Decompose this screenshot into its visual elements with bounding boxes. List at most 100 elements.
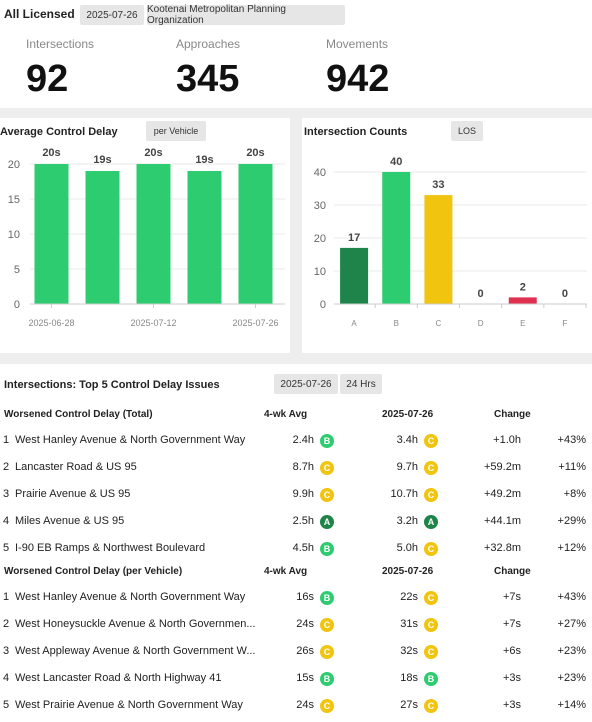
los-badge: C bbox=[424, 618, 438, 632]
count-bar-label: 0 bbox=[478, 288, 484, 300]
avg-value: 2.4h bbox=[292, 434, 314, 446]
y-tick-label: 5 bbox=[14, 264, 20, 276]
issue-row[interactable]: 4 West Lancaster Road & North Highway 41 1… bbox=[0, 666, 592, 693]
kpi-movements-label: Movements bbox=[326, 37, 389, 51]
change-value: +3s bbox=[502, 672, 521, 684]
y-tick-label: 30 bbox=[314, 200, 326, 212]
y-tick-label: 0 bbox=[14, 299, 20, 311]
avg-value: 24s bbox=[296, 618, 314, 630]
issue-row[interactable]: 2 Lancaster Road & US 95 8.7h C 9.7h C +59.2m +… bbox=[0, 455, 592, 482]
change-value: +1.0h bbox=[493, 434, 521, 446]
change-percent: +14% bbox=[557, 699, 586, 711]
count-bar-label: 2 bbox=[520, 281, 526, 293]
los-badge: C bbox=[424, 488, 438, 502]
col-date: 2025-07-26 bbox=[382, 566, 434, 577]
issue-row[interactable]: 2 West Honeysuckle Avenue & North Governm… bbox=[0, 612, 592, 639]
change-value: +6s bbox=[502, 645, 521, 657]
delay-bar-label: 20s bbox=[42, 147, 60, 159]
per-vehicle-tag[interactable]: per Vehicle bbox=[146, 121, 206, 141]
x-tick-label: C bbox=[436, 319, 442, 328]
kpi-intersections-label: Intersections bbox=[26, 37, 95, 51]
count-bar-label: 0 bbox=[562, 288, 568, 300]
issues-period-tag[interactable]: 24 Hrs bbox=[340, 374, 382, 394]
divider bbox=[290, 108, 302, 356]
rank: 3 bbox=[3, 645, 10, 657]
delay-bar bbox=[34, 164, 69, 304]
issue-row[interactable]: 5 I-90 EB Ramps & Northwest Boulevard 4.5h… bbox=[0, 536, 592, 563]
current-value: 18s bbox=[400, 672, 418, 684]
delay-bar-label: 19s bbox=[93, 154, 111, 166]
issues-date-tag[interactable]: 2025-07-26 bbox=[274, 374, 338, 394]
los-badge: C bbox=[424, 645, 438, 659]
rank: 5 bbox=[3, 699, 10, 711]
section-heading: Worsened Control Delay (per Vehicle) bbox=[4, 566, 183, 577]
issue-row[interactable]: 3 West Appleway Avenue & North Government… bbox=[0, 639, 592, 666]
change-value: +59.2m bbox=[484, 461, 521, 473]
avg-value: 2.5h bbox=[292, 515, 314, 527]
y-tick-label: 40 bbox=[314, 167, 326, 179]
los-badge: C bbox=[320, 699, 334, 713]
col-change: Change bbox=[494, 566, 531, 577]
x-tick-label: F bbox=[562, 319, 567, 328]
los-badge: B bbox=[320, 542, 334, 556]
change-value: +44.1m bbox=[484, 515, 521, 527]
issues-section-header: Worsened Control Delay (per Vehicle) 4-wk… bbox=[0, 563, 592, 583]
col-change: Change bbox=[494, 409, 531, 420]
change-value: +3s bbox=[502, 699, 521, 711]
delay-bar bbox=[85, 171, 120, 304]
intersection-name: West Prairie Avenue & North Government W… bbox=[15, 699, 243, 711]
current-value: 10.7h bbox=[390, 488, 418, 500]
delay-bar-label: 20s bbox=[144, 147, 162, 159]
avg-value: 4.5h bbox=[292, 542, 314, 554]
y-tick-label: 0 bbox=[320, 299, 326, 311]
rank: 5 bbox=[3, 542, 10, 554]
change-percent: +43% bbox=[557, 591, 586, 603]
avg-value: 9.9h bbox=[292, 488, 314, 500]
intersection-name: Lancaster Road & US 95 bbox=[15, 461, 137, 473]
change-percent: +12% bbox=[557, 542, 586, 554]
delay-bar-label: 19s bbox=[195, 154, 213, 166]
avg-value: 15s bbox=[296, 672, 314, 684]
col-4wk-avg: 4-wk Avg bbox=[264, 566, 308, 577]
los-badge: C bbox=[320, 488, 334, 502]
issue-row[interactable]: 5 West Prairie Avenue & North Government … bbox=[0, 693, 592, 720]
count-bar bbox=[508, 297, 537, 304]
avg-value: 16s bbox=[296, 591, 314, 603]
los-badge: B bbox=[320, 672, 334, 686]
count-bar bbox=[382, 172, 411, 304]
rank: 2 bbox=[3, 618, 10, 630]
los-badge: A bbox=[424, 515, 438, 529]
delay-chart-title: Average Control Delay bbox=[0, 126, 118, 138]
intersection-name: West Hanley Avenue & North Government Wa… bbox=[15, 591, 246, 603]
change-percent: +8% bbox=[563, 488, 586, 500]
los-tag[interactable]: LOS bbox=[451, 121, 483, 141]
x-tick-label: A bbox=[351, 319, 357, 328]
y-tick-label: 20 bbox=[8, 159, 20, 171]
rank: 1 bbox=[3, 591, 10, 603]
page-title: All Licensed bbox=[4, 7, 75, 21]
count-bar-label: 33 bbox=[432, 179, 444, 191]
delay-bar bbox=[136, 164, 171, 304]
issue-row[interactable]: 4 Miles Avenue & US 95 2.5h A 3.2h A +44.1m +29… bbox=[0, 509, 592, 536]
y-tick-label: 10 bbox=[314, 266, 326, 278]
count-bar-label: 17 bbox=[348, 232, 360, 244]
los-badge: C bbox=[424, 434, 438, 448]
issue-row[interactable]: 1 West Hanley Avenue & North Government W… bbox=[0, 428, 592, 455]
rank: 3 bbox=[3, 488, 10, 500]
rank: 1 bbox=[3, 434, 10, 446]
kpi-approaches-label: Approaches bbox=[176, 37, 241, 51]
issue-row[interactable]: 1 West Hanley Avenue & North Government W… bbox=[0, 585, 592, 612]
intersection-name: West Hanley Avenue & North Government Wa… bbox=[15, 434, 246, 446]
change-percent: +27% bbox=[557, 618, 586, 630]
org-tag[interactable]: Kootenai Metropolitan Planning Organizat… bbox=[147, 4, 345, 26]
divider bbox=[0, 353, 592, 364]
los-badge: C bbox=[320, 461, 334, 475]
issue-row[interactable]: 3 Prairie Avenue & US 95 9.9h C 10.7h C +49.2m… bbox=[0, 482, 592, 509]
current-value: 3.2h bbox=[396, 515, 418, 527]
date-tag[interactable]: 2025-07-26 bbox=[80, 5, 144, 25]
counts-chart-title: Intersection Counts bbox=[304, 126, 408, 138]
counts-chart: 0 10 20 30 40 17 A 40 B 33 C 0 D 2 E 0 F bbox=[314, 156, 587, 328]
col-4wk-avg: 4-wk Avg bbox=[264, 409, 308, 420]
count-bar-label: 40 bbox=[390, 156, 402, 168]
los-badge: C bbox=[424, 591, 438, 605]
